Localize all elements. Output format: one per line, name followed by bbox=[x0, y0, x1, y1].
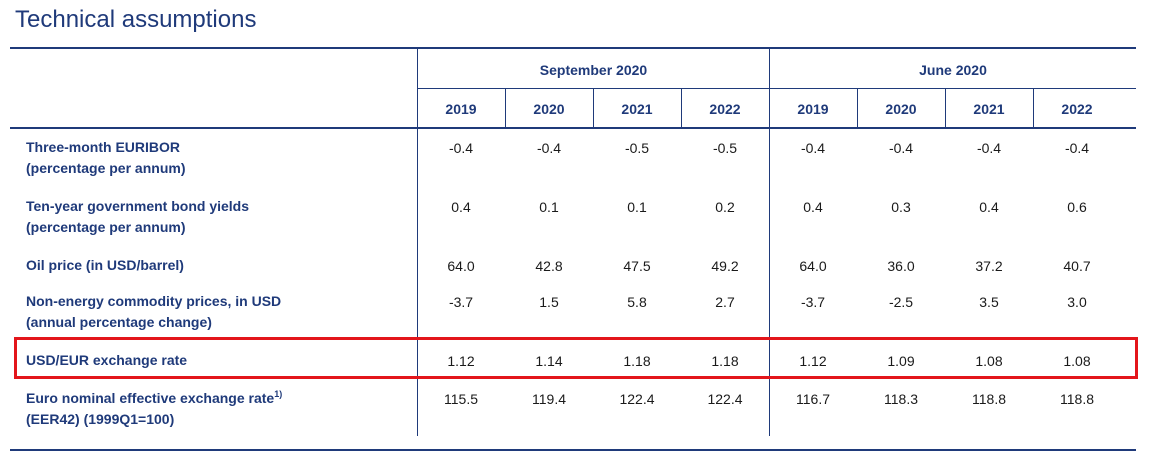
table-cell: 42.8 bbox=[535, 258, 563, 274]
row-label-text: Euro nominal effective exchange rate bbox=[26, 390, 275, 406]
table-cell: 0.4 bbox=[451, 199, 471, 215]
year-divider bbox=[505, 89, 506, 127]
row-label-euro-neer: Euro nominal effective exchange rate1) (… bbox=[26, 388, 282, 430]
footnote-marker: 1) bbox=[274, 389, 283, 399]
table-cell: 1.09 bbox=[887, 353, 915, 369]
group-column-divider bbox=[769, 49, 770, 436]
table-cell: 118.8 bbox=[972, 391, 1006, 407]
table-cell: 0.2 bbox=[715, 199, 735, 215]
year-header: 2020 bbox=[533, 101, 565, 117]
group-header-june-2020: June 2020 bbox=[919, 62, 987, 78]
table-cell: 5.8 bbox=[627, 294, 647, 310]
row-label-bond-yields: Ten-year government bond yields (percent… bbox=[26, 196, 249, 238]
table-cell: 1.08 bbox=[975, 353, 1003, 369]
row-label-line2: (annual percentage change) bbox=[26, 314, 212, 330]
table-cell: 0.3 bbox=[891, 199, 911, 215]
year-divider bbox=[1033, 89, 1034, 127]
top-rule bbox=[10, 47, 1136, 49]
table-cell: 118.3 bbox=[884, 391, 918, 407]
row-label-line1: Ten-year government bond yields bbox=[26, 198, 250, 214]
table-cell: -0.4 bbox=[1064, 140, 1090, 156]
year-divider bbox=[593, 89, 594, 127]
table-cell: 3.0 bbox=[1067, 294, 1087, 310]
row-label-line2: (percentage per annum) bbox=[26, 160, 186, 176]
table-cell: 118.8 bbox=[1060, 391, 1094, 407]
row-label-line2: (percentage per annum) bbox=[26, 219, 186, 235]
row-highlight-box bbox=[14, 337, 1138, 379]
table-cell: 1.14 bbox=[535, 353, 563, 369]
table-cell: -0.4 bbox=[536, 140, 562, 156]
year-header: 2021 bbox=[621, 101, 653, 117]
table-cell: 115.5 bbox=[444, 391, 478, 407]
table-cell: 2.7 bbox=[715, 294, 735, 310]
table-cell: -0.4 bbox=[888, 140, 914, 156]
year-header: 2019 bbox=[797, 101, 829, 117]
table-cell: -2.5 bbox=[888, 294, 914, 310]
table-cell: 0.1 bbox=[539, 199, 559, 215]
row-label-usd-eur: USD/EUR exchange rate bbox=[26, 350, 187, 371]
table-cell: 1.5 bbox=[539, 294, 559, 310]
row-label-line1: Non-energy commodity prices, in USD bbox=[26, 293, 282, 309]
table-cell: 1.12 bbox=[799, 353, 827, 369]
year-divider bbox=[945, 89, 946, 127]
table-cell: 122.4 bbox=[707, 391, 743, 407]
table-cell: 0.1 bbox=[627, 199, 647, 215]
table-cell: 0.4 bbox=[803, 199, 823, 215]
row-label-line1: Euro nominal effective exchange rate1) bbox=[26, 388, 282, 409]
table-cell: 49.2 bbox=[711, 258, 739, 274]
table-cell: 1.18 bbox=[623, 353, 651, 369]
table-cell: 1.08 bbox=[1063, 353, 1091, 369]
table-cell: 116.7 bbox=[796, 391, 830, 407]
table-cell: 47.5 bbox=[623, 258, 651, 274]
header-bottom-rule bbox=[10, 127, 1136, 129]
bottom-rule bbox=[10, 449, 1136, 451]
table-cell: 1.12 bbox=[447, 353, 475, 369]
table-cell: -0.5 bbox=[624, 140, 650, 156]
table-cell: 119.4 bbox=[532, 391, 566, 407]
table-cell: -0.4 bbox=[800, 140, 826, 156]
table-cell: -3.7 bbox=[448, 294, 474, 310]
row-label-commodity-prices: Non-energy commodity prices, in USD (ann… bbox=[26, 291, 281, 333]
year-divider bbox=[681, 89, 682, 127]
table-cell: -0.4 bbox=[448, 140, 474, 156]
table-cell: -0.4 bbox=[976, 140, 1002, 156]
table-cell: 64.0 bbox=[799, 258, 827, 274]
table-cell: -0.5 bbox=[712, 140, 738, 156]
row-label-oil-price: Oil price (in USD/barrel) bbox=[26, 255, 184, 276]
table-cell: 37.2 bbox=[975, 258, 1003, 274]
year-header: 2022 bbox=[709, 101, 741, 117]
year-header: 2022 bbox=[1061, 101, 1093, 117]
year-header: 2019 bbox=[445, 101, 477, 117]
row-label-line1: USD/EUR exchange rate bbox=[26, 352, 188, 368]
row-label-line1: Oil price (in USD/barrel) bbox=[26, 257, 184, 273]
group-divider-rule bbox=[418, 88, 1136, 89]
row-label-euribor: Three-month EURIBOR (percentage per annu… bbox=[26, 137, 185, 179]
table-cell: 122.4 bbox=[619, 391, 655, 407]
table-cell: 40.7 bbox=[1063, 258, 1091, 274]
row-label-line1: Three-month EURIBOR bbox=[26, 139, 180, 155]
table-cell: 0.4 bbox=[979, 199, 999, 215]
label-column-divider bbox=[417, 49, 418, 436]
row-label-line2: (EER42) (1999Q1=100) bbox=[26, 411, 175, 427]
table-cell: 1.18 bbox=[711, 353, 739, 369]
year-header: 2021 bbox=[973, 101, 1005, 117]
page-title: Technical assumptions bbox=[15, 6, 257, 33]
table-cell: 0.6 bbox=[1067, 199, 1087, 215]
table-cell: 36.0 bbox=[887, 258, 915, 274]
table-cell: 3.5 bbox=[979, 294, 999, 310]
year-header: 2020 bbox=[885, 101, 917, 117]
table-cell: 64.0 bbox=[447, 258, 475, 274]
year-divider bbox=[857, 89, 858, 127]
group-header-september-2020: September 2020 bbox=[539, 62, 648, 78]
table-cell: -3.7 bbox=[800, 294, 826, 310]
